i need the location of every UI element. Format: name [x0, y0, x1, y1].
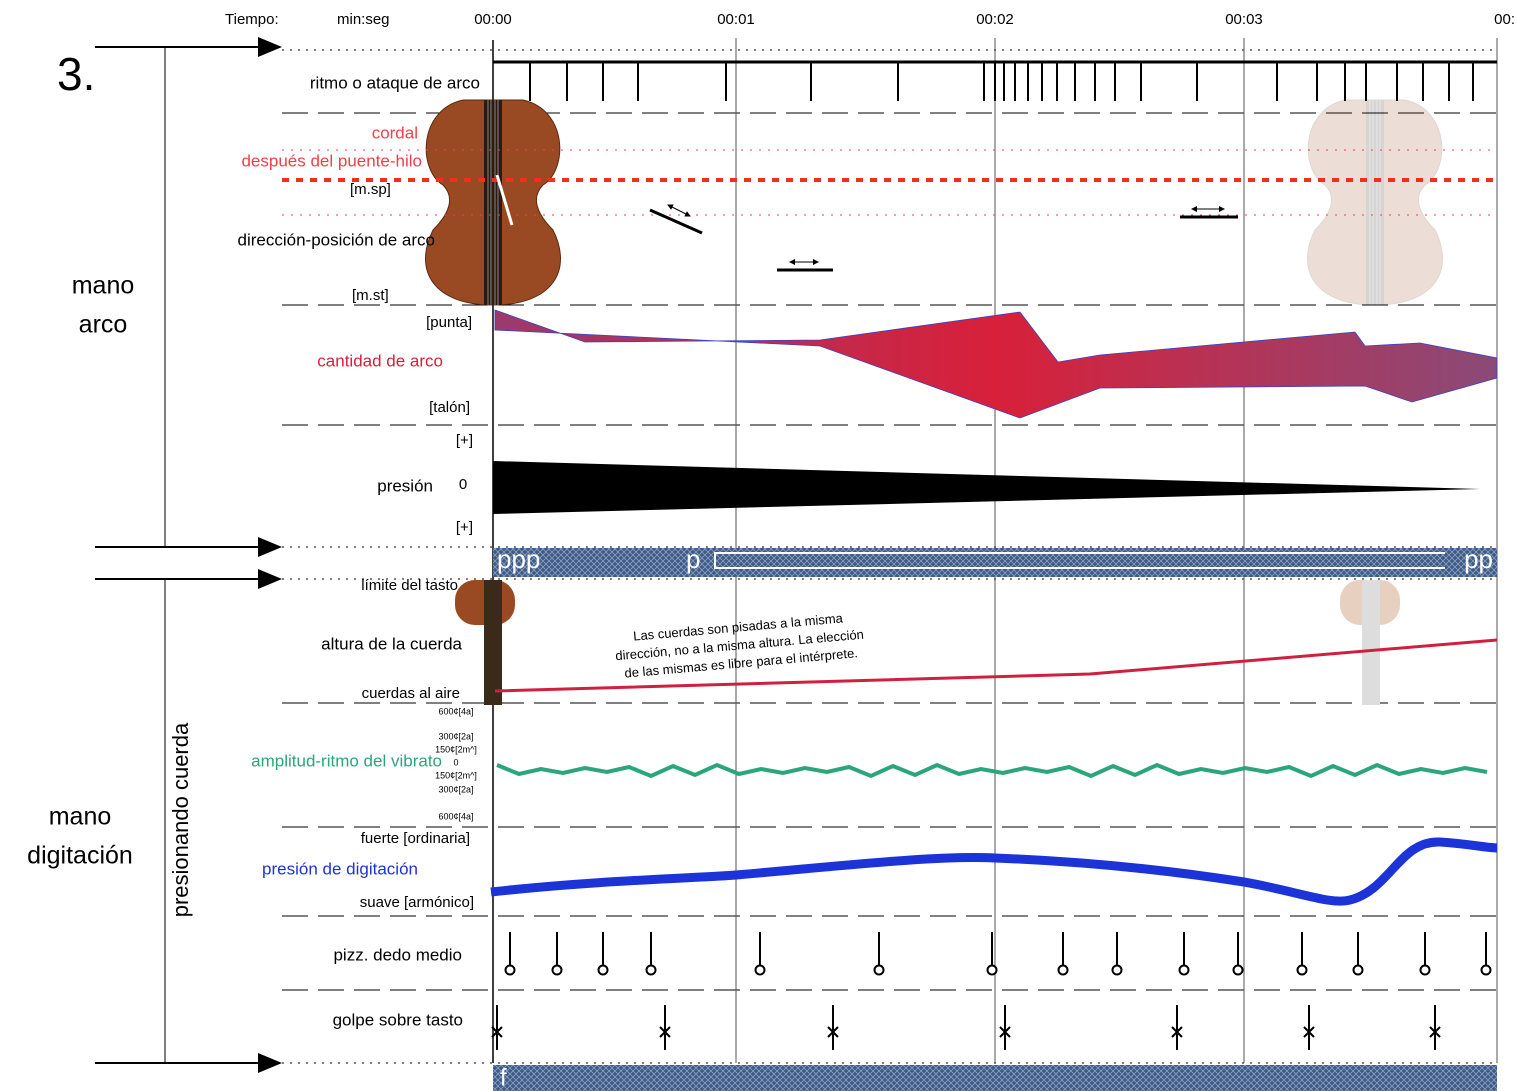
cello-fingerboard: [484, 580, 502, 705]
row-sublabel: suave [armónico]: [360, 894, 474, 911]
annotation: Las cuerdas son pisadas a la misma direc…: [615, 610, 865, 680]
row-label: golpe sobre tasto: [333, 1010, 463, 1029]
time-tick-label: 00:01: [717, 11, 755, 28]
pizz-head: [504, 964, 516, 976]
tap-cross: [1171, 1026, 1183, 1038]
row-label: cantidad de arco: [317, 351, 443, 370]
violin-fingerboard: [484, 100, 502, 305]
time-tick-label: 00:02: [976, 11, 1014, 28]
time-unit: min:seg: [337, 11, 390, 28]
group-label: digitación: [27, 842, 133, 870]
tap-cross: [659, 1026, 671, 1038]
tap-cross: [827, 1026, 839, 1038]
vibrato-scale-label: 300¢[2a]: [438, 731, 473, 741]
row-label: pizz. dedo medio: [333, 945, 462, 964]
vibrato-scale-label: 600¢[4a]: [438, 706, 473, 716]
time-label: Tiempo:: [225, 11, 279, 28]
pizz-head: [551, 964, 563, 976]
dynamic-mark: ppp: [497, 544, 540, 574]
violin-body: [1307, 99, 1443, 306]
layout: 00:00 00:01 00:02 00:03 00:ppp p pp600¢[4a]300…: [95, 11, 1515, 1091]
row-label: amplitud-ritmo del vibrato: [251, 751, 442, 770]
row-label: presión de digitación: [262, 859, 418, 878]
group-label: mano: [49, 803, 112, 831]
row-sublabel: [+]: [456, 519, 473, 536]
row-label: presión: [377, 476, 433, 495]
group-label: mano: [72, 272, 135, 300]
vibrato-scale-label: 0: [453, 757, 458, 767]
dynamic-mark: pp: [1464, 544, 1493, 574]
row-label: cordal: [372, 123, 418, 142]
row-sublabel: 0: [459, 476, 467, 493]
pizz-head: [645, 964, 657, 976]
pizz-head: [1232, 964, 1244, 976]
violin: [425, 99, 561, 306]
pizz-head: [1057, 964, 1069, 976]
row-sublabel: [punta]: [426, 314, 472, 331]
pizz-head: [1296, 964, 1308, 976]
tap-cross: [1429, 1026, 1441, 1038]
pizz-head: [873, 964, 885, 976]
bow-marker: [495, 174, 514, 226]
pizz-head: [1178, 964, 1190, 976]
dynamic-mark: p: [686, 544, 700, 574]
dynamics-bar: [493, 1065, 1497, 1091]
violin-fingerboard: [1366, 100, 1384, 305]
pizz-head: [1419, 964, 1431, 976]
row-sublabel: fuerte [ordinaria]: [361, 830, 470, 847]
row-sublabel: límite del tasto: [361, 577, 458, 594]
pizz-head: [1480, 964, 1492, 976]
bow-amount: [494, 309, 1498, 419]
row-label: después del puente-hilo: [241, 151, 422, 170]
vibrato-scale-label: 600¢[4a]: [438, 811, 473, 821]
pizz-head: [597, 964, 609, 976]
pizz-head: [1352, 964, 1364, 976]
time-tick-label: 00:: [1494, 11, 1515, 28]
row-sublabel: cuerdas al aire: [362, 685, 460, 702]
row-label: ritmo o ataque de arco: [310, 73, 480, 92]
finger-pressure: [490, 837, 1498, 906]
vibrato-scale-label: 150¢[2m^]: [435, 744, 477, 754]
bow-pressure: [493, 461, 1480, 514]
row-sublabel: [+]: [456, 432, 473, 449]
group-sublabel: presionando cuerda: [168, 722, 193, 917]
hairpin: [714, 552, 1445, 569]
violin: [1307, 99, 1443, 306]
bow-direction-arrow: [667, 204, 691, 217]
row-label: dirección-posición de arco: [238, 230, 436, 249]
time-tick-label: 00:03: [1225, 11, 1263, 28]
dynamic-mark: f: [500, 1064, 507, 1091]
bow-direction: [649, 208, 703, 235]
tap-cross: [491, 1026, 503, 1038]
vibrato-scale-label: 150¢[2m^]: [435, 770, 477, 780]
vibrato: [496, 762, 1488, 779]
tap-cross: [1303, 1026, 1315, 1038]
pizz-head: [1111, 964, 1123, 976]
row-sublabel: [m.st]: [352, 287, 389, 304]
row-sublabel: [talón]: [429, 399, 470, 416]
row-sublabel: [m.sp]: [350, 181, 391, 198]
cello-fingerboard-faded: [1362, 580, 1380, 705]
pizz-head: [986, 964, 998, 976]
time-tick-label: 00:00: [474, 11, 512, 28]
string-height: [494, 638, 1498, 693]
vibrato-scale-label: 300¢[2a]: [438, 784, 473, 794]
group-label: arco: [79, 311, 128, 339]
pizz-head: [754, 964, 766, 976]
row-label: altura de la cuerda: [321, 634, 462, 653]
section-number: 3.: [57, 48, 95, 100]
tap-cross: [999, 1026, 1011, 1038]
